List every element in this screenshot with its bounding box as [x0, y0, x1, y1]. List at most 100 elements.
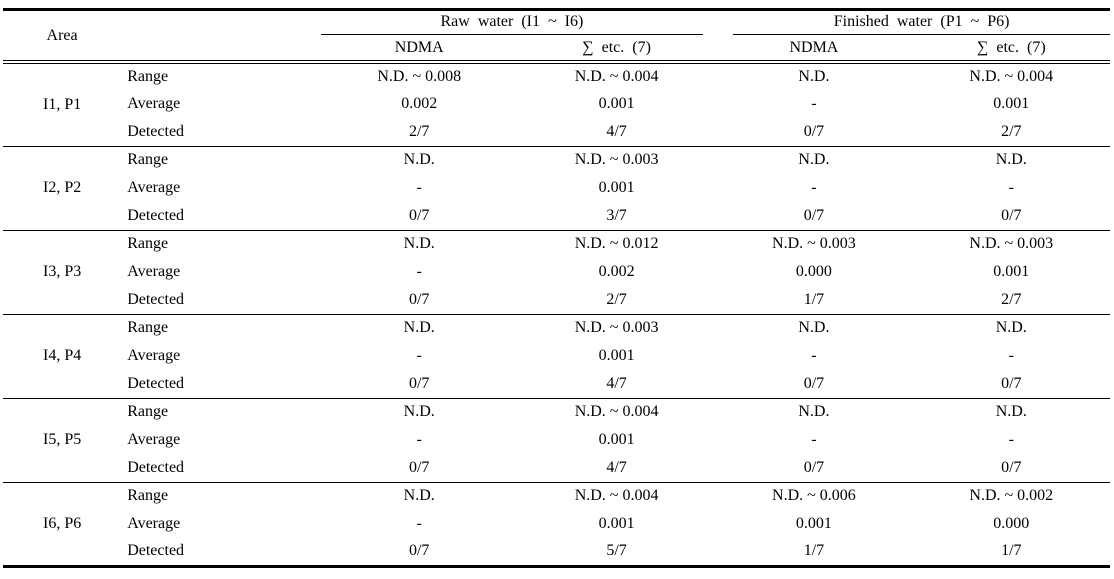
value-cell: 0/7: [1001, 458, 1022, 476]
value-cell: 0/7: [1001, 206, 1022, 224]
value-cell: 0.001: [598, 347, 635, 365]
table-header: Area Raw water (I1 ~ I6) Finished water …: [3, 9, 1110, 65]
statistic-column-header-empty: [121, 9, 321, 65]
value-cell: 4/7: [606, 374, 627, 392]
raw-ndma-header: NDMA: [320, 35, 518, 65]
value-cell: -: [811, 347, 817, 365]
finished-water-group-label: Finished water (P1 ~ P6): [733, 13, 1110, 36]
sub-header-row: NDMA ∑ etc. (7) NDMA ∑ etc. (7): [3, 35, 1110, 65]
table-row: Average - 0.002 0.000 0.001: [3, 258, 1110, 286]
row-label: Detected: [127, 290, 185, 308]
raw-sum-etc-header: ∑ etc. (7): [517, 35, 716, 65]
value-cell: -: [1008, 431, 1014, 449]
area-group-i1-p1: I1, P1 Range N.D. ~ 0.008 N.D. ~ 0.004 N…: [3, 62, 1110, 147]
table-row: Detected 0/7 2/7 1/7 2/7: [3, 286, 1110, 314]
table-row: Average - 0.001 - -: [3, 342, 1110, 370]
value-cell: N.D.: [403, 235, 435, 253]
value-cell: 0.001: [795, 515, 832, 533]
table-row: Average 0.002 0.001 - 0.001: [3, 90, 1110, 118]
ndma-results-table: Area Raw water (I1 ~ I6) Finished water …: [3, 8, 1110, 568]
value-cell: N.D.: [403, 403, 435, 421]
value-cell: 2/7: [606, 290, 627, 308]
area-column-header: Area: [3, 9, 122, 65]
value-cell: 0/7: [803, 122, 825, 140]
value-cell: N.D.: [995, 151, 1027, 169]
value-cell: 0.001: [993, 95, 1030, 113]
table-row: Detected 0/7 3/7 0/7 0/7: [3, 202, 1110, 230]
value-cell: N.D. ~ 0.004: [969, 68, 1054, 86]
table-row: I1, P1 Range N.D. ~ 0.008 N.D. ~ 0.004 N…: [3, 62, 1110, 113]
value-cell: N.D.: [995, 403, 1027, 421]
area-group-i4-p4: I4, P4 Range N.D. N.D. ~ 0.003 N.D. N.D.…: [3, 314, 1110, 399]
value-cell: 0.002: [401, 95, 438, 113]
value-cell: 0/7: [408, 374, 430, 392]
value-cell: 5/7: [606, 542, 627, 560]
value-cell: -: [1008, 347, 1014, 365]
value-cell: N.D. ~ 0.003: [772, 235, 856, 253]
value-cell: 1/7: [803, 542, 825, 560]
area-cell: I5, P5: [42, 431, 82, 449]
value-cell: N.D.: [403, 151, 435, 169]
value-cell: -: [416, 263, 422, 281]
value-cell: -: [416, 431, 422, 449]
row-label: Average: [127, 179, 181, 197]
table-row: Average - 0.001 - -: [3, 174, 1110, 202]
value-cell: 0.000: [993, 515, 1030, 533]
value-cell: 0.001: [598, 95, 635, 113]
row-label: Average: [127, 515, 181, 533]
raw-water-group-header: Raw water (I1 ~ I6): [320, 10, 716, 36]
value-cell: 0.001: [993, 263, 1030, 281]
value-cell: N.D.: [798, 319, 830, 337]
area-cell: I3, P3: [42, 263, 82, 281]
group-header-row: Area Raw water (I1 ~ I6) Finished water …: [3, 9, 1110, 65]
row-label: Average: [127, 263, 181, 281]
value-cell: 3/7: [606, 206, 627, 224]
value-cell: N.D. ~ 0.002: [969, 487, 1054, 505]
value-cell: 2/7: [408, 122, 430, 140]
row-label: Range: [127, 319, 169, 337]
value-cell: 0.001: [598, 515, 635, 533]
value-cell: N.D.: [995, 319, 1027, 337]
row-label: Range: [127, 235, 169, 253]
value-cell: 0.001: [598, 431, 635, 449]
value-cell: N.D. ~ 0.008: [377, 68, 462, 86]
table-row: I2, P2 Range N.D. N.D. ~ 0.003 N.D. N.D.: [3, 146, 1110, 196]
value-cell: 0.001: [598, 179, 635, 197]
value-cell: 2/7: [1001, 122, 1022, 140]
value-cell: N.D. ~ 0.004: [574, 68, 659, 86]
row-label: Range: [127, 403, 169, 421]
area-cell: I4, P4: [42, 347, 82, 365]
value-cell: -: [416, 347, 422, 365]
area-group-i6-p6: I6, P6 Range N.D. N.D. ~ 0.004 N.D. ~ 0.…: [3, 482, 1110, 567]
area-cell: I2, P2: [42, 179, 82, 197]
row-label: Detected: [127, 542, 185, 560]
table-row: I6, P6 Range N.D. N.D. ~ 0.004 N.D. ~ 0.…: [3, 482, 1110, 531]
row-label: Range: [127, 151, 169, 169]
value-cell: 0/7: [408, 290, 430, 308]
value-cell: N.D. ~ 0.004: [574, 403, 659, 421]
value-cell: N.D. ~ 0.003: [574, 151, 659, 169]
table-row: I5, P5 Range N.D. N.D. ~ 0.004 N.D. N.D.: [3, 398, 1110, 448]
table-row: Average - 0.001 0.001 0.000: [3, 510, 1110, 538]
value-cell: 2/7: [1001, 290, 1022, 308]
value-cell: N.D. ~ 0.003: [969, 235, 1054, 253]
row-label: Average: [127, 431, 181, 449]
area-group-i5-p5: I5, P5 Range N.D. N.D. ~ 0.004 N.D. N.D.…: [3, 398, 1110, 483]
area-cell: I6, P6: [42, 514, 82, 532]
row-label: Detected: [127, 206, 185, 224]
value-cell: N.D. ~ 0.003: [574, 319, 659, 337]
row-label: Detected: [127, 374, 185, 392]
value-cell: 0/7: [803, 374, 825, 392]
value-cell: -: [416, 515, 422, 533]
table-row: I4, P4 Range N.D. N.D. ~ 0.003 N.D. N.D.: [3, 314, 1110, 364]
value-cell: -: [416, 179, 422, 197]
table-row: I3, P3 Range N.D. N.D. ~ 0.012 N.D. ~ 0.…: [3, 230, 1110, 280]
finished-water-group-header: Finished water (P1 ~ P6): [715, 10, 1110, 36]
table-row: Detected 0/7 5/7 1/7 1/7: [3, 538, 1110, 566]
finished-ndma-header: NDMA: [715, 35, 913, 65]
value-cell: N.D. ~ 0.004: [574, 487, 659, 505]
raw-water-group-label: Raw water (I1 ~ I6): [320, 13, 704, 36]
table-row: Detected 0/7 4/7 0/7 0/7: [3, 370, 1110, 398]
value-cell: -: [811, 95, 817, 113]
